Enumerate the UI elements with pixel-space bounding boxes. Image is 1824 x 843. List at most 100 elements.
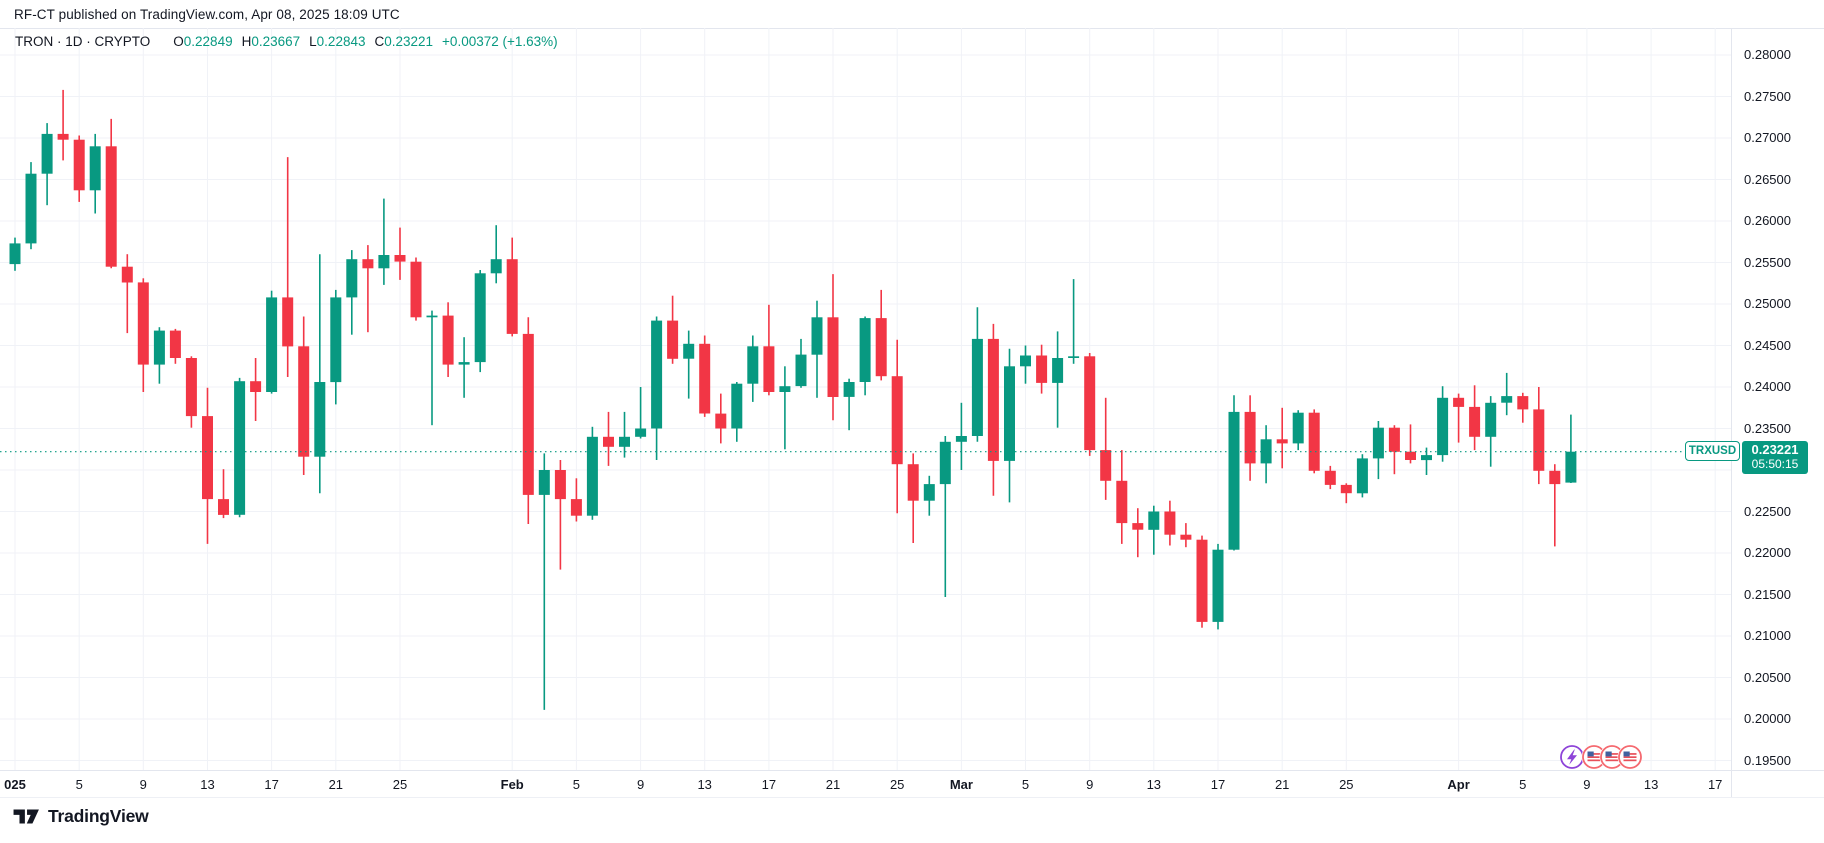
candle-body — [266, 297, 278, 392]
candle-body — [891, 376, 903, 465]
time-axis-label: 5 — [1519, 777, 1527, 792]
candle-body — [1036, 355, 1048, 383]
event-markers[interactable] — [1556, 740, 1648, 774]
candle-body — [1052, 358, 1064, 383]
price-axis-label: 0.27500 — [1744, 88, 1791, 104]
candle-body — [1100, 450, 1112, 481]
time-axis-label: 17 — [761, 777, 777, 792]
candle-body — [1308, 412, 1320, 471]
tradingview-brand-text: TradingView — [48, 806, 149, 826]
publication-header: RF-CT published on TradingView.com, Apr … — [14, 7, 400, 22]
candle-body — [1501, 396, 1513, 403]
candle-body — [619, 436, 630, 447]
candle-body — [1388, 427, 1400, 452]
time-axis-separator — [0, 770, 1824, 771]
time-axis-label: 21 — [328, 777, 344, 792]
price-axis-label: 0.26500 — [1744, 171, 1791, 187]
candle-body — [747, 346, 759, 384]
price-axis-label: 0.20000 — [1744, 711, 1791, 726]
candle-body — [137, 282, 149, 365]
time-axis-label: 25 — [889, 777, 905, 792]
candle-body — [442, 315, 454, 365]
candle-body — [89, 146, 101, 191]
tradingview-logo-icon — [13, 809, 39, 824]
candle-body — [1549, 470, 1561, 485]
candle-body — [458, 362, 470, 365]
candle-body — [603, 436, 614, 447]
time-axis-label: 9 — [1086, 777, 1094, 792]
candle-body — [538, 470, 550, 495]
time-axis-label: 5 — [75, 777, 83, 792]
candle-body — [57, 133, 69, 140]
us-flag-event-icon[interactable] — [1581, 744, 1607, 770]
us-flag-event-icon[interactable] — [1599, 744, 1625, 770]
candle-body — [9, 243, 21, 265]
candle-body — [41, 133, 53, 174]
candle-body — [362, 259, 374, 269]
time-axis-label: 9 — [1583, 777, 1591, 792]
last-price-value: 0.23221 — [1751, 441, 1799, 457]
lightning-event-icon[interactable] — [1559, 744, 1585, 770]
candle-body — [218, 499, 229, 515]
candle-body — [185, 358, 197, 417]
candle-body — [859, 318, 871, 382]
candle-body — [346, 259, 358, 298]
candle-body — [314, 382, 326, 457]
candle-body — [1517, 396, 1529, 410]
candle-body — [1324, 470, 1336, 485]
candle-body — [811, 317, 823, 355]
time-axis-label: 5 — [1021, 777, 1030, 792]
candle-body — [923, 484, 935, 501]
candle-body — [234, 381, 246, 515]
candle-body — [1533, 409, 1545, 471]
candle-body — [875, 318, 887, 377]
candle-body — [105, 146, 117, 267]
time-axis-label: 25 — [1339, 777, 1354, 792]
candle-body — [1116, 480, 1128, 524]
candle-body — [1164, 511, 1176, 535]
bottom-separator — [0, 797, 1824, 798]
time-axis-label: 25 — [392, 777, 408, 792]
open-value: 0.22849 — [183, 34, 233, 49]
candle-body — [298, 346, 310, 457]
time-axis-label: 17 — [1707, 777, 1723, 792]
chart-legend[interactable]: TRON · 1D · CRYPTO O0.22849 H0.23667 L0.228… — [15, 34, 558, 49]
price-axis-separator — [1731, 28, 1732, 797]
time-axis-label: 13 — [1146, 777, 1162, 792]
last-price-label: 0.23221 05:50:15 — [1742, 440, 1808, 474]
close-label: C — [374, 34, 385, 49]
time-axis-label: Mar — [949, 777, 973, 792]
candle-body — [1180, 534, 1192, 540]
low-label: L — [309, 34, 317, 49]
candle-body — [1405, 451, 1416, 460]
price-axis-label: 0.25500 — [1744, 254, 1791, 270]
high-value: 0.23667 — [251, 34, 301, 49]
candle-body — [522, 333, 534, 495]
candle-body — [410, 261, 422, 318]
time-axis-label: 13 — [200, 777, 215, 792]
candle-body — [667, 320, 679, 359]
symbol-title: TRON · 1D · CRYPTO — [15, 34, 151, 49]
candle-body — [1565, 451, 1577, 483]
price-axis-label: 0.22000 — [1744, 545, 1791, 560]
candle-body — [635, 428, 647, 437]
change-value: +0.00372 (+1.63%) — [442, 34, 558, 49]
candle-body — [1292, 412, 1304, 444]
candle-body — [827, 317, 839, 397]
tradingview-footer[interactable]: TradingView — [13, 806, 149, 827]
header-separator — [0, 28, 1824, 29]
price-axis-label: 0.23500 — [1744, 420, 1791, 436]
us-flag-event-icon[interactable] — [1617, 744, 1643, 770]
candle-body — [153, 330, 165, 365]
candle-body — [1004, 366, 1015, 461]
bar-countdown: 05:50:15 — [1751, 456, 1799, 471]
price-axis-label: 0.27000 — [1744, 130, 1791, 145]
candle-body — [121, 266, 133, 283]
candle-body — [1453, 397, 1465, 407]
time-axis-label: 9 — [636, 777, 645, 792]
candle-body — [1421, 455, 1432, 461]
price-axis-label: 0.28000 — [1744, 47, 1791, 62]
price-axis-label: 0.19500 — [1744, 752, 1791, 768]
